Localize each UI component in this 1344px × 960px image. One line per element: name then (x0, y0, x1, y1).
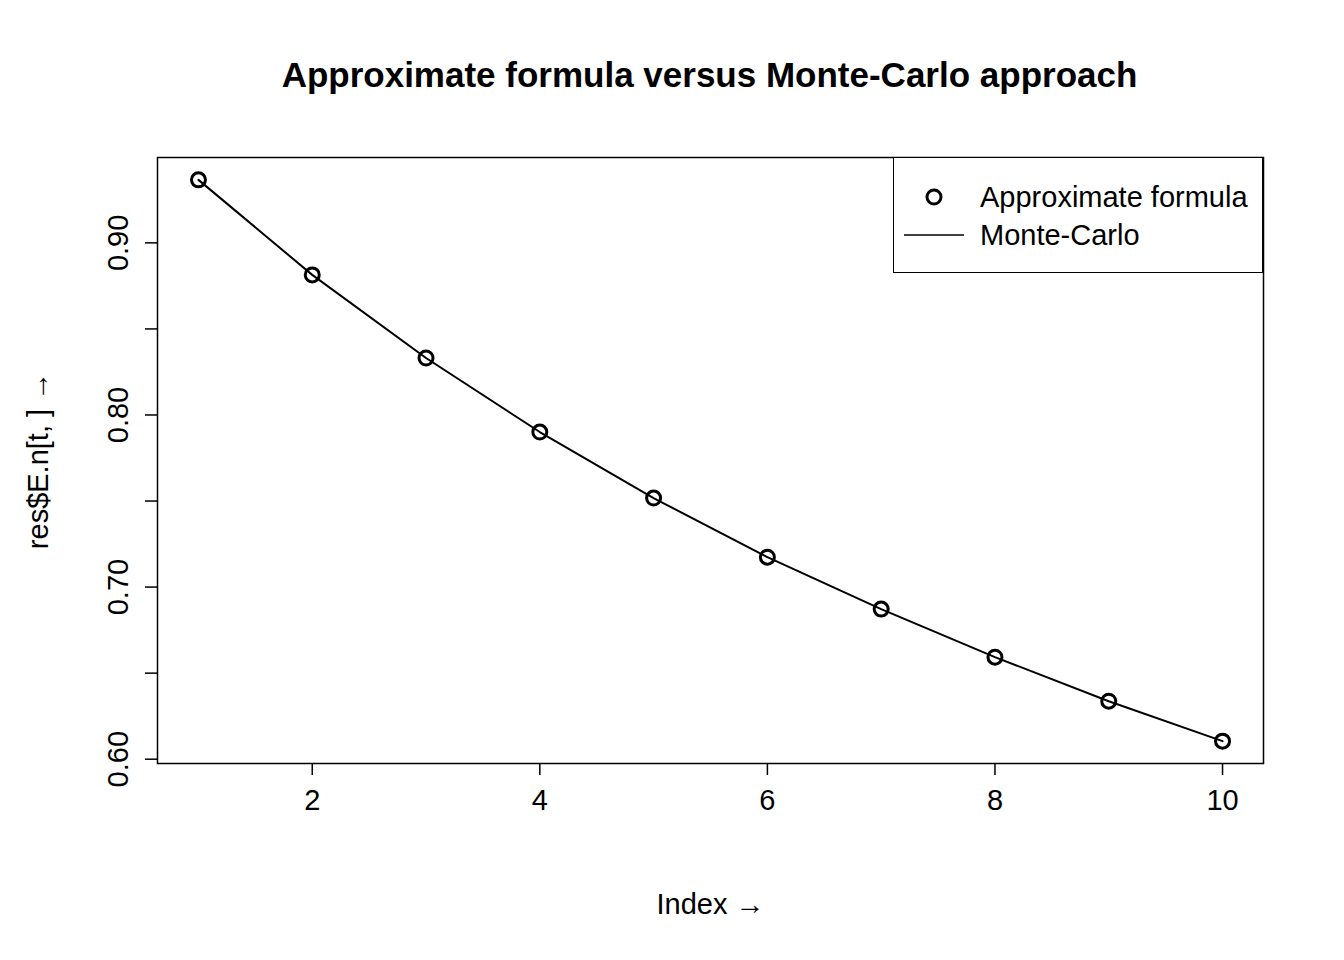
svg-text:0.70: 0.70 (102, 559, 134, 615)
svg-text:res$E.n[t, ] →: res$E.n[t, ] → (22, 372, 54, 549)
svg-text:0.90: 0.90 (102, 215, 134, 271)
svg-text:4: 4 (532, 784, 548, 816)
html-text:Approximate formula: Approximate formula (980, 180, 1248, 213)
svg-text:Index →: Index → (657, 888, 765, 920)
svg-text:2: 2 (304, 784, 320, 816)
svg-text:0.80: 0.80 (102, 387, 134, 443)
svg-text:8: 8 (987, 784, 1003, 816)
svg-text:6: 6 (759, 784, 775, 816)
svg-text:10: 10 (1206, 784, 1238, 816)
svg-text:0.60: 0.60 (102, 731, 134, 787)
html-text:Monte-Carlo: Monte-Carlo (980, 218, 1140, 251)
html-text:Approximate formula versus Mon: Approximate formula versus Monte-Carlo a… (281, 55, 1138, 94)
